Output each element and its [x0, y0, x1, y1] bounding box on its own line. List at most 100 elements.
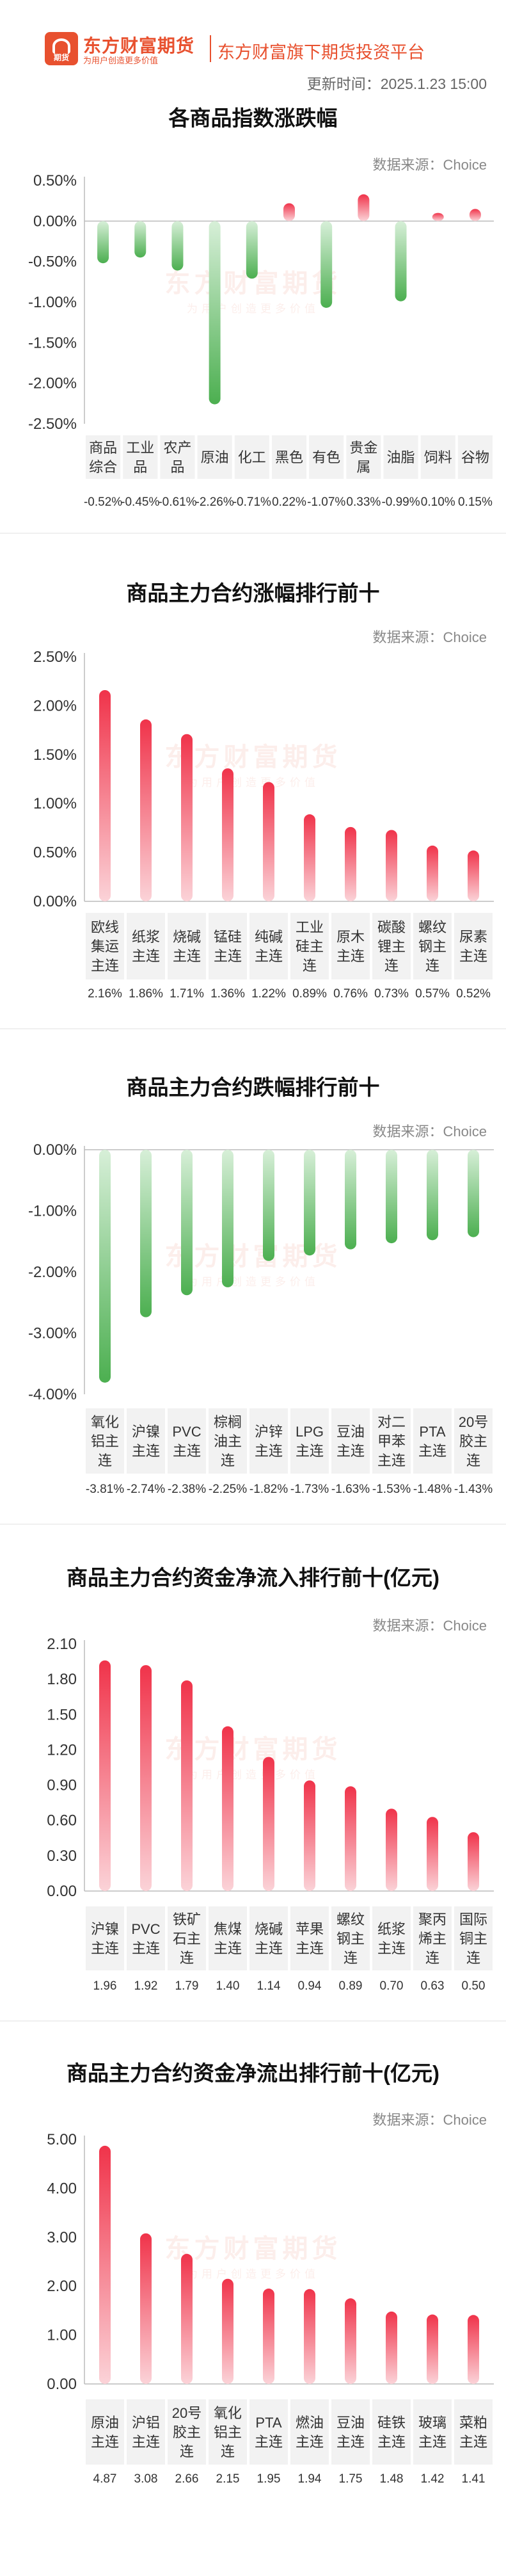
value-label: 0.63 — [421, 1979, 445, 1993]
bar — [171, 221, 184, 271]
category-label-bg — [168, 1906, 206, 1970]
category-label-bg — [197, 435, 232, 479]
chart-title: 商品主力合约涨幅排行前十 — [126, 581, 380, 605]
bar — [140, 1665, 152, 1891]
category-label-bg — [123, 435, 158, 479]
value-label: 1.86% — [129, 987, 163, 1001]
category-label-bg — [86, 913, 124, 979]
bar — [140, 1150, 152, 1317]
chart-title: 商品主力合约跌幅排行前十 — [126, 1075, 380, 1099]
value-label: 0.70 — [380, 1979, 404, 1993]
value-label: 1.75 — [339, 2472, 363, 2486]
category-label-bg — [309, 435, 344, 479]
category-label: 碳酸锂主连 — [377, 919, 406, 974]
y-tick-label: 2.00 — [47, 2278, 77, 2295]
data-source: 数据来源：Choice — [372, 629, 487, 645]
category-label: 化工 — [238, 449, 266, 465]
category-label-bg — [454, 1906, 493, 1970]
y-tick-label: 0.60 — [47, 1812, 77, 1830]
y-tick-label: 1.50% — [33, 746, 77, 764]
y-tick-label: 0.90 — [47, 1777, 77, 1794]
section-divider — [0, 533, 506, 534]
category-label: 豆油主连 — [336, 1424, 365, 1459]
category-label: 焦煤主连 — [214, 1921, 242, 1956]
category-label: 螺纹钢主连 — [418, 919, 447, 974]
category-label-bg — [372, 2399, 411, 2465]
value-label: 0.94 — [298, 1979, 322, 1993]
category-label-bg — [209, 1408, 247, 1474]
category-label: 玻璃主连 — [418, 2415, 447, 2450]
value-label: 2.66 — [175, 2472, 199, 2486]
bar — [209, 221, 221, 405]
value-label: 1.41 — [462, 2472, 486, 2486]
brand-slogan: 为用户创造更多价值 — [83, 56, 159, 65]
category-label-bg — [413, 1408, 452, 1474]
category-label: 氧化铝主连 — [91, 1414, 119, 1469]
value-label: 3.08 — [134, 2472, 158, 2486]
category-label-bg — [209, 1906, 247, 1970]
value-label: -1.63% — [331, 1483, 370, 1496]
y-tick-label: 0.50% — [33, 172, 77, 189]
update-time: 更新时间：2025.1.23 15:00 — [306, 76, 487, 92]
bar — [468, 2315, 479, 2384]
value-label: -1.53% — [372, 1483, 411, 1496]
bar — [345, 2298, 356, 2384]
value-label: 1.22% — [251, 987, 286, 1001]
y-tick-label: -3.00% — [28, 1325, 77, 1342]
category-label-bg — [127, 913, 165, 979]
category-label: 硅铁主连 — [377, 2415, 406, 2450]
bar — [395, 221, 407, 302]
category-label: 黑色 — [275, 449, 303, 465]
brand-divider — [210, 35, 211, 62]
category-label-bg — [331, 1408, 370, 1474]
category-label: 原木主连 — [336, 929, 365, 964]
category-label-bg — [168, 1408, 206, 1474]
category-label-bg — [209, 2399, 247, 2465]
value-label: 1.14 — [257, 1979, 281, 1993]
bar — [97, 221, 109, 264]
category-label: 商品综合 — [89, 440, 117, 475]
category-label: 棕榈油主连 — [214, 1414, 242, 1469]
bar — [263, 782, 274, 901]
value-label: 1.79 — [175, 1979, 199, 1993]
category-label: 原油 — [201, 449, 229, 465]
category-label: PVC 主连 — [131, 1921, 160, 1956]
chart-top-gainers: 2.50% 2.00% 1.50% 1.00% 0.50% 0.00% 欧线集运主连 2.16… — [33, 648, 494, 1001]
category-label-bg — [160, 435, 195, 479]
category-label-bg — [420, 435, 455, 479]
bar — [140, 719, 152, 901]
category-label-bg — [290, 1906, 329, 1970]
bar — [304, 2289, 315, 2384]
chart-section-top-gainers: 商品主力合约涨幅排行前十 数据来源：Choice 东方财富期货 为用户创造更多价… — [0, 0, 506, 1024]
category-label: 国际铜主连 — [459, 1912, 487, 1966]
chart-net-inflow: 2.10 1.80 1.50 1.20 0.90 0.60 0.30 0.00 沪镍主连 1.96… — [47, 1636, 494, 1993]
category-label: 铁矿石主连 — [173, 1912, 201, 1966]
category-label-bg — [413, 2399, 452, 2465]
category-label-bg — [290, 913, 329, 979]
y-tick-label: -1.00% — [28, 1203, 77, 1220]
category-label-bg — [413, 913, 452, 979]
y-tick-label: -1.00% — [28, 294, 77, 311]
chart-title: 商品主力合约资金净流入排行前十(亿元) — [67, 1566, 439, 1590]
y-tick-label: 0.00% — [33, 1141, 77, 1159]
chart-index-change: 0.50% 0.00% -0.50% -1.00% -1.50% -2.00% -2.50%… — [28, 172, 494, 509]
category-label: 尿素主连 — [459, 929, 487, 964]
value-label: -1.82% — [249, 1483, 288, 1496]
category-label: 油脂 — [387, 449, 415, 465]
value-label: 1.94 — [298, 2472, 322, 2486]
bar — [427, 2314, 438, 2384]
category-label-bg — [86, 1906, 124, 1970]
y-tick-label: 0.00% — [33, 213, 77, 230]
category-label: 原油主连 — [91, 2415, 119, 2450]
bar — [469, 209, 481, 221]
bar — [181, 734, 193, 901]
category-label-bg — [454, 2399, 493, 2465]
y-tick-label: 0.00 — [47, 2376, 77, 2393]
y-tick-label: 0.00 — [47, 1883, 77, 1900]
category-label: 纯碱主连 — [255, 929, 283, 964]
bar — [140, 2233, 152, 2384]
category-label: 贵金属 — [349, 440, 377, 475]
data-source: 数据来源：Choice — [372, 1123, 487, 1139]
category-label-bg — [209, 913, 247, 979]
